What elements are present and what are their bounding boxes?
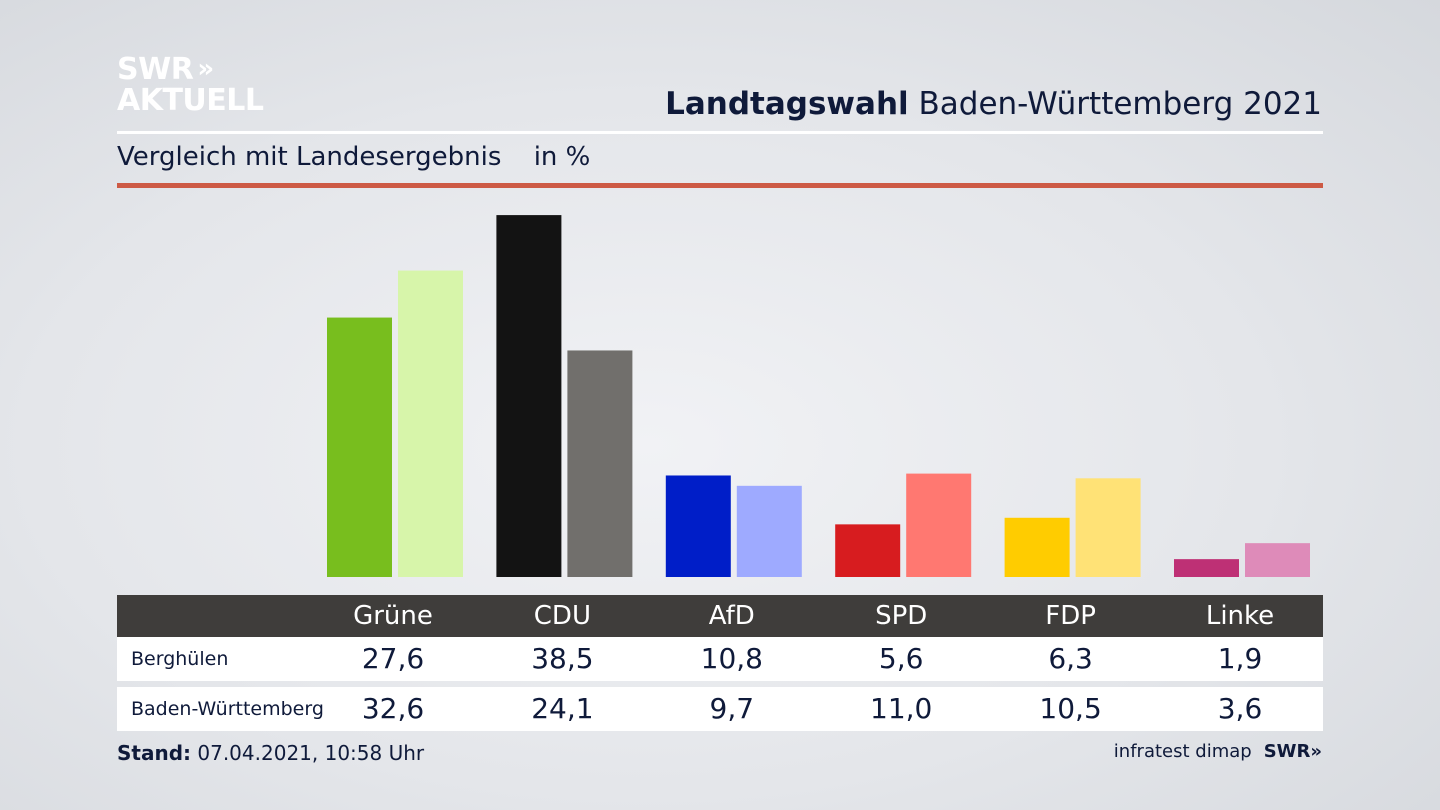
header-afd: AfD [708,601,755,631]
value-fdp-berghulen: 6,3 [1048,642,1093,675]
bar-fdp-baden-wurttemberg [1075,478,1141,577]
value-afd-baden-wurttemberg: 9,7 [709,692,755,725]
bar-cdu-baden-wurttemberg [567,350,633,577]
subtitle-text: Vergleich mit Landesergebnis [117,142,502,172]
table-header: Grüne CDU AfD SPD FDP Linke [117,595,1323,637]
header-cdu: CDU [533,601,591,631]
bar-linke-baden-wurttemberg [1245,543,1310,577]
bar-spd-baden-wurttemberg [906,473,972,577]
chart-subtitle: Vergleich mit Landesergebnis in % [117,142,590,172]
page-title: Landtagswahl Baden-Württemberg 2021 [665,86,1322,122]
title-rest: Baden-Württemberg 2021 [918,86,1322,122]
bar-grune-berghulen [327,317,392,577]
title-divider [117,131,1323,134]
bar-cdu-berghulen [496,215,562,577]
swr-aktuell-logo: SWR » AKTUELL [117,54,264,116]
header-grune: Grüne [353,601,433,631]
value-grune-baden-wurttemberg: 32,6 [361,692,425,725]
bar-grune-baden-wurttemberg [398,270,463,577]
row-label: Berghülen [131,648,229,670]
logo-swr-text: SWR [117,52,194,87]
bar-afd-baden-wurttemberg [736,485,802,577]
value-afd-berghulen: 10,8 [700,642,763,675]
stand-value: 07.04.2021, 10:58 Uhr [197,741,425,765]
logo-aktuell-text: AKTUELL [117,83,264,118]
swr-brand: SWR» [1263,741,1322,762]
value-linke-berghulen: 1,9 [1217,642,1263,675]
header-spd: SPD [875,601,928,631]
header-fdp: FDP [1045,601,1096,631]
timestamp: Stand: 07.04.2021, 10:58 Uhr [117,741,424,765]
value-fdp-baden-wurttemberg: 10,5 [1039,692,1102,725]
value-cdu-berghulen: 38,5 [531,642,594,675]
bar-fdp-berghulen [1004,517,1070,577]
source-text: infratest dimap [1113,741,1252,762]
stand-label: Stand: [117,741,192,765]
value-spd-baden-wurttemberg: 11,0 [870,692,933,725]
table-row-berghuelen: Berghülen 27,6 38,5 10,8 5,6 6,3 1,9 [117,637,1323,681]
bar-spd-berghulen [835,524,901,577]
value-grune-berghulen: 27,6 [361,642,425,675]
value-cdu-baden-wurttemberg: 24,1 [531,692,594,725]
value-spd-berghulen: 5,6 [878,642,924,675]
source-credit: infratest dimap SWR» [1114,741,1322,762]
table-row-baden-wuerttemberg: Baden-Württemberg 32,6 24,1 9,7 11,0 10,5 3,6 [117,687,1323,731]
unit-label: in % [533,142,591,172]
header-linke: Linke [1205,601,1275,631]
row-label: Baden-Württemberg [131,698,324,720]
accent-divider [117,183,1323,188]
value-linke-baden-wurttemberg: 3,6 [1217,692,1263,725]
bar-afd-berghulen [665,475,731,577]
bar-linke-berghulen [1174,559,1239,577]
title-bold: Landtagswahl [665,86,909,122]
